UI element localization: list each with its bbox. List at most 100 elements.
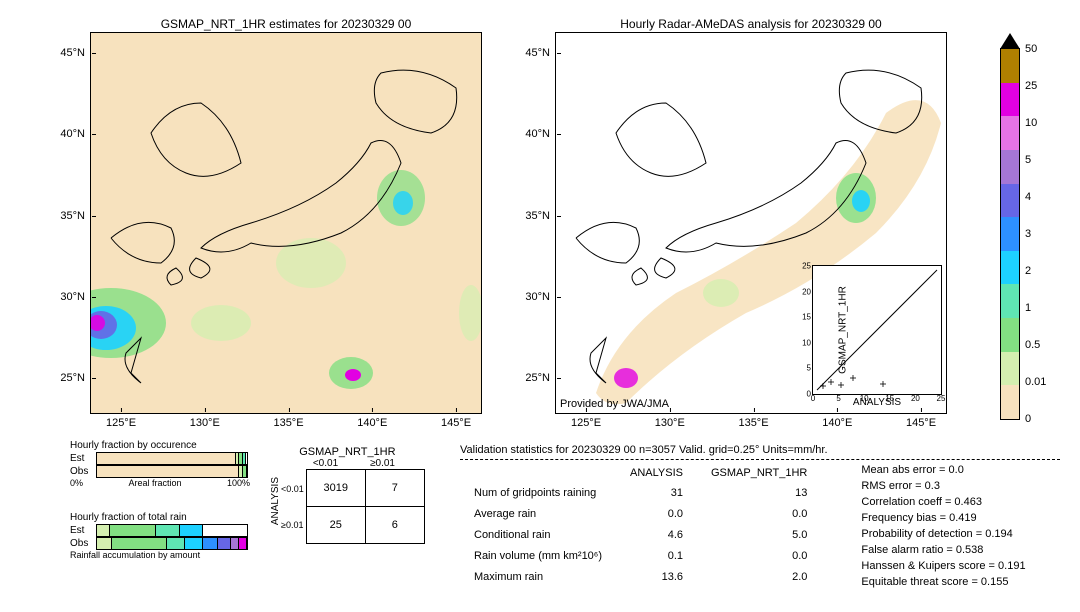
ytick: 35°N [60, 210, 91, 222]
va: 13.6 [616, 567, 697, 588]
occ-axis-right: 100% [227, 478, 250, 488]
inset-xlabel: ANALYSIS [813, 397, 941, 408]
hbar-row: Obs [70, 537, 248, 549]
colorbar-tick: 0.5 [1019, 339, 1040, 351]
ytick: 40°N [60, 128, 91, 140]
vb: 2.0 [697, 567, 821, 588]
hbar-seg [97, 525, 110, 536]
inset-xtick: 5 [836, 394, 840, 403]
ct-cell-00: 3019 [306, 470, 365, 507]
hbar-track [96, 452, 248, 465]
ct-col-header: GSMAP_NRT_1HR [270, 446, 425, 458]
occ-axis-left: 0% [70, 478, 83, 488]
ct-row-1: ≥0.01 [281, 520, 304, 530]
colorbar-seg [1001, 352, 1019, 386]
hbar-seg [243, 466, 247, 477]
hbar-seg [112, 538, 167, 549]
hbar-seg [231, 538, 239, 549]
colorbar-seg [1001, 251, 1019, 285]
colorbar-tick: 25 [1019, 80, 1037, 92]
xtick: 125°E [106, 413, 136, 429]
xtick: 130°E [190, 413, 220, 429]
ytick: 30°N [60, 291, 91, 303]
colorbar-seg [1001, 116, 1019, 150]
colorbar-tick: 50 [1019, 43, 1037, 55]
ct-cell-01: 7 [365, 470, 424, 507]
vcol-0: ANALYSIS [616, 464, 697, 483]
hbar-row: Est [70, 524, 248, 536]
inset-ytick: 5 [807, 364, 813, 373]
validation-metric: Hanssen & Kuipers score = 0.191 [861, 560, 1025, 572]
hbar-track [96, 465, 248, 478]
inset-ytick: 0 [807, 390, 813, 399]
va: 0.1 [616, 546, 697, 567]
vlabel: Maximum rain [460, 567, 616, 588]
validation-stats: Validation statistics for 20230329 00 n=… [460, 444, 1060, 588]
va: 31 [616, 483, 697, 504]
hbar-seg [243, 453, 246, 464]
vlabel: Num of gridpoints raining [460, 483, 616, 504]
hbar-seg [97, 453, 236, 464]
colorbar-tick: 0 [1019, 413, 1031, 425]
validation-metric: Mean abs error = 0.0 [861, 464, 1025, 476]
map-right-title: Hourly Radar-AMeDAS analysis for 2023032… [556, 17, 946, 31]
map-right: Hourly Radar-AMeDAS analysis for 2023032… [555, 32, 947, 414]
colorbar-seg [1001, 83, 1019, 117]
ytick: 35°N [525, 210, 556, 222]
ct-row-0: <0.01 [281, 484, 304, 494]
ytick: 25°N [60, 372, 91, 384]
hbar-seg [97, 538, 112, 549]
inset-ytick: 15 [802, 313, 813, 322]
hbar-row: Obs [70, 465, 250, 477]
ytick: 30°N [525, 291, 556, 303]
colorbar: 502510543210.50.010 [1000, 48, 1020, 420]
inset-xtick: 25 [937, 394, 946, 403]
ct-row-header: ANALYSIS [270, 477, 281, 525]
xtick: 140°E [822, 413, 852, 429]
colorbar-tick: 3 [1019, 228, 1031, 240]
inset-ytick: 10 [802, 338, 813, 347]
xtick: 125°E [571, 413, 601, 429]
colorbar-seg [1001, 150, 1019, 184]
hbar-seg [203, 538, 218, 549]
colorbar-seg [1001, 184, 1019, 218]
xtick: 145°E [906, 413, 936, 429]
occurrence-section: Hourly fraction by occurence EstObs 0% A… [70, 440, 250, 488]
colorbar-tick: 2 [1019, 265, 1031, 277]
totalrain-title: Hourly fraction of total rain [70, 512, 248, 523]
colorbar-tick: 4 [1019, 191, 1031, 203]
hbar-label: Est [70, 453, 96, 464]
hbar-label: Est [70, 525, 96, 536]
inset-scatter: ANALYSIS GSMAP_NRT_1HR 00551010151520202… [812, 265, 942, 395]
xtick: 135°E [738, 413, 768, 429]
inset-scatter-svg [813, 266, 941, 394]
hbar-seg [239, 538, 247, 549]
map-left-svg [91, 33, 481, 413]
ytick: 45°N [525, 47, 556, 59]
vb: 0.0 [697, 546, 821, 567]
dash-line [460, 459, 1060, 460]
colorbar-seg [1001, 385, 1019, 419]
hbar-seg [110, 525, 156, 536]
hbar-row: Est [70, 452, 250, 464]
validation-row: Average rain0.00.0 [460, 504, 821, 525]
hbar-label: Obs [70, 538, 96, 549]
ytick: 25°N [525, 372, 556, 384]
validation-right-col: Mean abs error = 0.0RMS error = 0.3Corre… [861, 464, 1025, 588]
xtick: 140°E [357, 413, 387, 429]
vlabel: Conditional rain [460, 525, 616, 546]
validation-row: Conditional rain4.65.0 [460, 525, 821, 546]
map-left-title: GSMAP_NRT_1HR estimates for 20230329 00 [91, 17, 481, 31]
ytick: 40°N [525, 128, 556, 140]
vlabel: Rain volume (mm km²10⁶) [460, 546, 616, 567]
colorbar-arrow [1000, 33, 1020, 49]
inset-ylabel: GSMAP_NRT_1HR [837, 286, 848, 374]
ct-cell-10: 25 [306, 507, 365, 544]
validation-row: Rain volume (mm km²10⁶)0.10.0 [460, 546, 821, 567]
inset-xtick: 10 [860, 394, 869, 403]
validation-metric: RMS error = 0.3 [861, 480, 1025, 492]
validation-metric: Probability of detection = 0.194 [861, 528, 1025, 540]
vcol-1: GSMAP_NRT_1HR [697, 464, 821, 483]
ct-cell-11: 6 [365, 507, 424, 544]
vb: 13 [697, 483, 821, 504]
